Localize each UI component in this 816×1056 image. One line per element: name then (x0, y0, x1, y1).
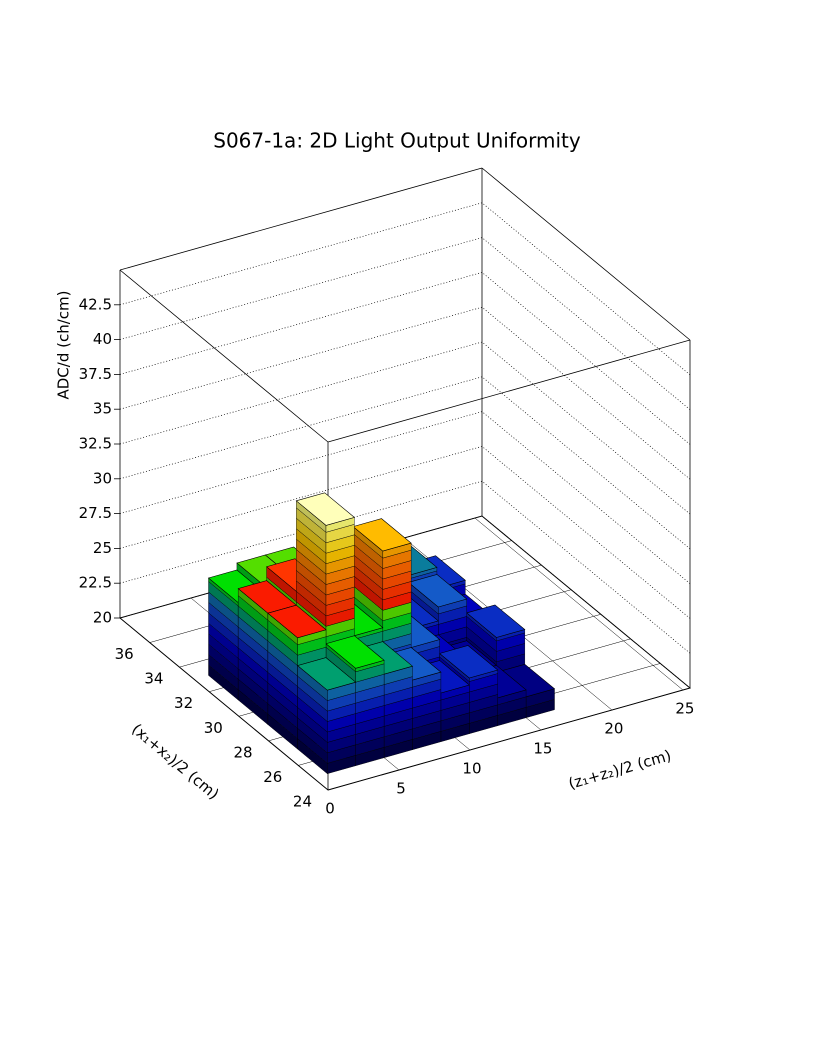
x-tick-label: 0 (325, 800, 335, 818)
bar-top (407, 574, 468, 608)
bar (296, 657, 357, 775)
z-tick-label: 25 (93, 539, 112, 557)
z-tick-label: 40 (93, 330, 112, 348)
box-edge (481, 167, 691, 341)
y-tick-label: 28 (233, 743, 252, 761)
z-tick-label: 30 (93, 469, 112, 487)
y-tick-label: 26 (263, 768, 282, 786)
x-tick-label: 25 (675, 700, 694, 718)
bar-top (466, 604, 526, 638)
x-tick-label: 5 (396, 780, 406, 798)
floor-grid-line (119, 617, 329, 791)
z-tick-label: 27.5 (79, 504, 112, 522)
y-tick-label: 30 (204, 719, 223, 737)
x-tick-label: 15 (533, 740, 552, 758)
x-tick-label: 10 (462, 760, 481, 778)
x-tick-label: 20 (604, 720, 623, 738)
bar-top (325, 635, 385, 669)
box-edge (119, 269, 329, 443)
z-tick-label: 35 (93, 400, 112, 418)
z-tick-label: 42.5 (79, 295, 112, 313)
bar-top (267, 604, 327, 639)
z-tick-label: 22.5 (79, 574, 112, 592)
box-edge (119, 167, 483, 271)
bar-top (352, 518, 412, 552)
y-tick-label: 32 (174, 694, 193, 712)
z-axis-title: ADC/d (ch/cm) (55, 291, 73, 400)
z-tick-label: 37.5 (79, 365, 112, 383)
z-tick-label: 20 (93, 609, 112, 627)
y-tick-label: 36 (115, 645, 134, 663)
y-tick-label: 24 (293, 793, 312, 811)
y-tick-label: 34 (144, 670, 163, 688)
box-edge (327, 339, 691, 443)
bar-top (295, 492, 356, 526)
z-tick-label: 32.5 (79, 435, 112, 453)
floor-grid-line (327, 687, 691, 791)
bar-top (438, 645, 499, 679)
chart-title: S067-1a: 2D Light Output Uniformity (213, 129, 581, 153)
floor-grid-line (474, 517, 684, 691)
bar-top (296, 657, 357, 691)
